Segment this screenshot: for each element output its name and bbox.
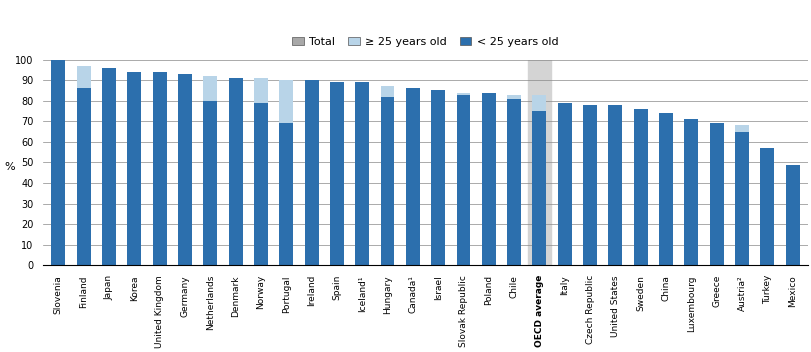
Bar	[51, 59, 65, 265]
Bar	[456, 93, 470, 265]
Bar	[76, 88, 91, 265]
Bar	[203, 101, 217, 265]
Bar	[582, 105, 596, 265]
Bar	[481, 93, 496, 265]
Bar	[456, 93, 470, 95]
Bar	[709, 123, 723, 265]
Bar	[203, 76, 217, 265]
Bar	[51, 59, 65, 265]
Bar	[734, 132, 748, 265]
Bar	[304, 80, 318, 265]
Bar	[633, 109, 647, 265]
Bar	[607, 105, 621, 265]
Bar	[127, 72, 141, 265]
Bar	[734, 125, 748, 132]
Bar	[178, 74, 191, 265]
Bar	[380, 86, 394, 265]
Bar	[102, 68, 116, 265]
Bar	[532, 95, 546, 265]
Bar	[527, 59, 551, 265]
Bar	[684, 119, 697, 265]
Bar	[76, 66, 91, 265]
Bar	[557, 103, 571, 265]
Bar	[785, 164, 799, 265]
Bar	[380, 86, 394, 96]
Bar	[431, 90, 444, 265]
Bar	[229, 78, 242, 265]
Bar	[582, 105, 596, 265]
Bar	[709, 123, 723, 265]
Bar	[76, 66, 91, 88]
Bar	[102, 68, 116, 265]
Bar	[456, 95, 470, 265]
Bar	[229, 78, 242, 265]
Bar	[406, 88, 419, 265]
Bar	[380, 96, 394, 265]
Bar	[127, 72, 141, 265]
Bar	[659, 113, 672, 265]
Bar	[532, 111, 546, 265]
Bar	[279, 123, 293, 265]
Bar	[329, 82, 343, 265]
Bar	[279, 80, 293, 265]
Bar	[431, 90, 444, 265]
Bar	[254, 103, 268, 265]
Bar	[203, 76, 217, 101]
Bar	[607, 105, 621, 265]
Bar	[659, 113, 672, 265]
Bar	[759, 148, 774, 265]
Bar	[152, 72, 166, 265]
Legend: Total, ≥ 25 years old, < 25 years old: Total, ≥ 25 years old, < 25 years old	[288, 32, 562, 51]
Bar	[254, 78, 268, 265]
Bar	[684, 119, 697, 265]
Bar	[507, 95, 521, 265]
Bar	[507, 99, 521, 265]
Y-axis label: %: %	[4, 163, 15, 172]
Bar	[354, 82, 369, 265]
Bar	[734, 125, 748, 265]
Bar	[279, 80, 293, 123]
Bar	[254, 78, 268, 103]
Bar	[633, 109, 647, 265]
Bar	[532, 95, 546, 111]
Bar	[152, 72, 166, 265]
Bar	[759, 148, 774, 265]
Bar	[406, 88, 419, 265]
Bar	[557, 103, 571, 265]
Bar	[178, 74, 191, 265]
Bar	[785, 164, 799, 265]
Bar	[481, 93, 496, 265]
Bar	[304, 80, 318, 265]
Bar	[507, 95, 521, 99]
Bar	[329, 82, 343, 265]
Bar	[354, 82, 369, 265]
